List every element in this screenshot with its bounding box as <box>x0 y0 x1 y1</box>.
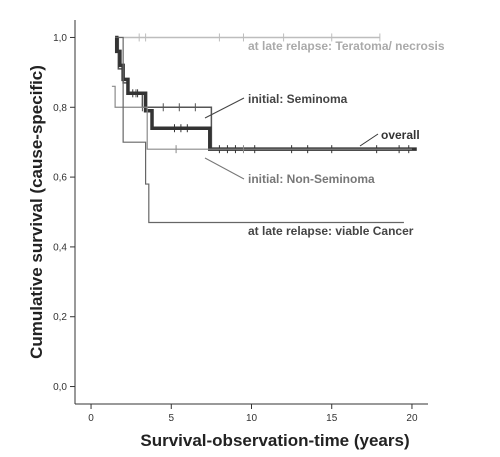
survival-curves <box>111 33 417 224</box>
annotation-label: at late relapse: viable Cancer <box>248 224 414 238</box>
x-axis-title: Survival-observation-time (years) <box>140 431 409 450</box>
x-tick-label: 0 <box>88 413 94 424</box>
annotation-leader-line <box>204 157 245 180</box>
x-tick-label: 5 <box>168 413 174 424</box>
x-tick-label: 15 <box>326 413 338 424</box>
annotation-label: initial: Seminoma <box>248 92 348 106</box>
annotation-leader-line <box>359 133 379 147</box>
y-tick-label: 0,0 <box>53 382 67 393</box>
curve-annotations: at late relapse: Teratoma/ necrosis initi… <box>204 39 445 238</box>
axis-ticks: 0,0 0,2 0,4 0,6 0,8 1,0 0 5 10 15 20 <box>53 33 418 424</box>
y-tick-label: 0,8 <box>53 103 67 114</box>
x-tick-label: 10 <box>246 413 258 424</box>
y-axis-title: Cumulative survival (cause-specific) <box>27 65 46 359</box>
annotation-leader-line <box>204 97 245 119</box>
survival-curve-4 <box>115 36 404 224</box>
y-tick-label: 1,0 <box>53 33 67 44</box>
y-tick-label: 0,2 <box>53 312 67 323</box>
y-tick-label: 0,4 <box>53 242 67 253</box>
x-tick-label: 20 <box>406 413 418 424</box>
annotation-label: initial: Non-Seminoma <box>248 172 375 186</box>
annotation-label: at late relapse: Teratoma/ necrosis <box>248 39 445 53</box>
y-tick-label: 0,6 <box>53 173 67 184</box>
annotation-label: overall <box>381 128 420 142</box>
